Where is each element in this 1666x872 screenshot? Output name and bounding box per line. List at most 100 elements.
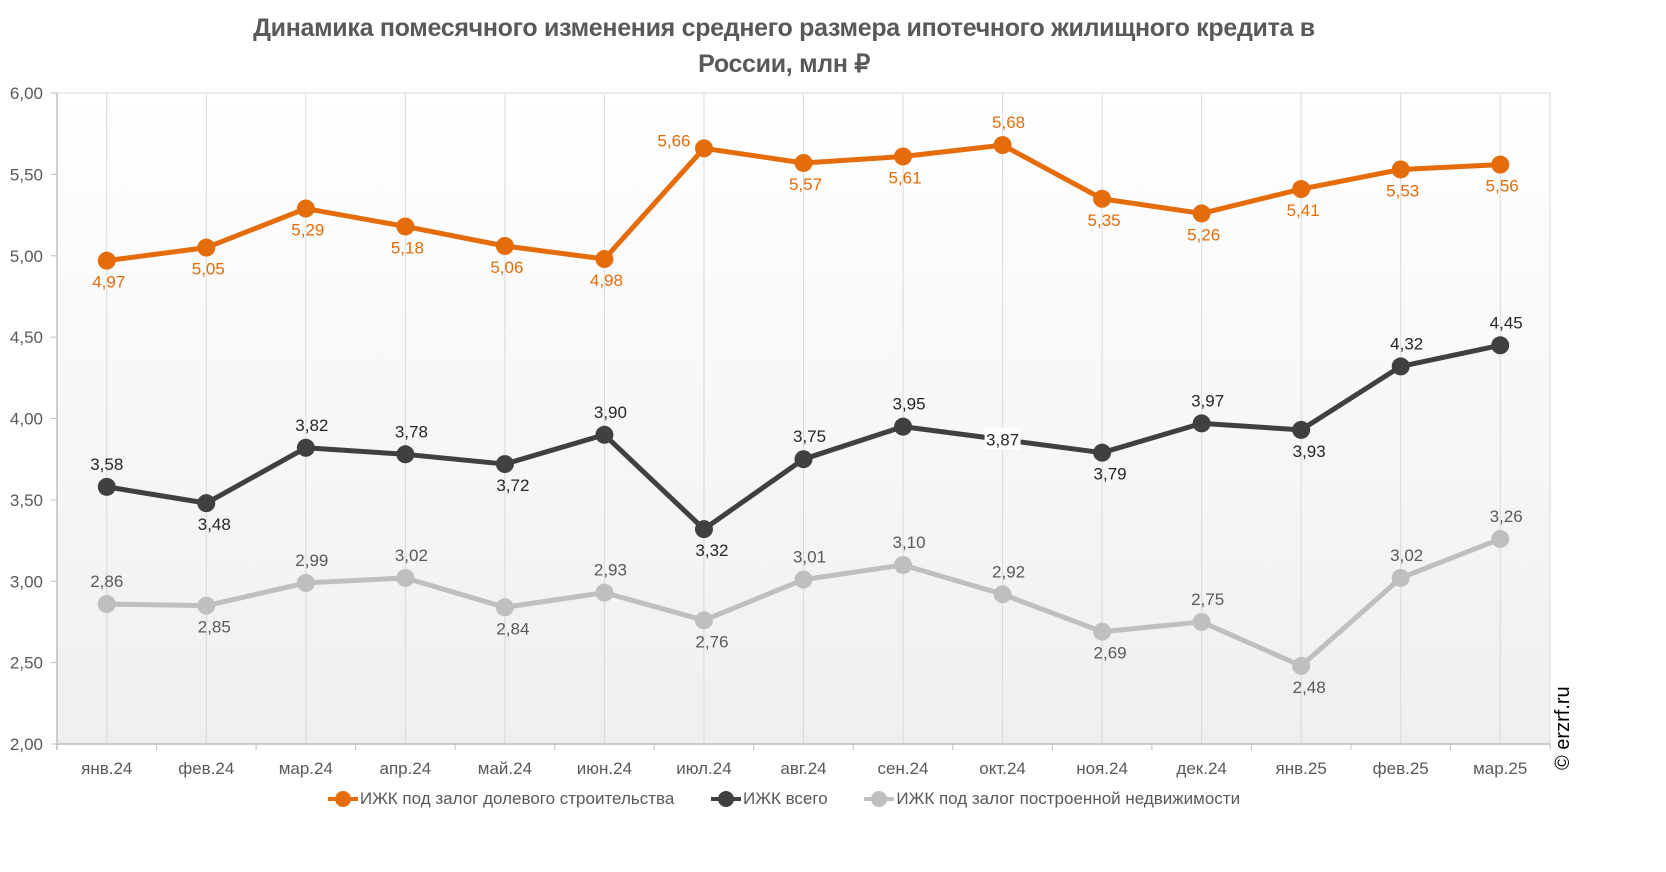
- data-point[interactable]: [495, 455, 514, 474]
- data-label: 3,82: [295, 416, 328, 435]
- x-tick-label: авг.24: [780, 759, 826, 778]
- data-point[interactable]: [595, 425, 614, 444]
- data-point[interactable]: [993, 585, 1012, 604]
- data-point[interactable]: [396, 445, 415, 464]
- data-point[interactable]: [197, 238, 216, 257]
- data-label: 4,97: [92, 273, 125, 292]
- data-point[interactable]: [694, 139, 713, 158]
- data-label: 5,68: [992, 113, 1025, 132]
- data-point[interactable]: [1292, 420, 1311, 439]
- data-point[interactable]: [993, 136, 1012, 155]
- data-label: 5,29: [291, 221, 324, 240]
- data-point[interactable]: [396, 217, 415, 236]
- legend-item-total[interactable]: ИЖК всего: [711, 789, 828, 809]
- data-point[interactable]: [794, 570, 813, 589]
- data-label: 3,75: [793, 427, 826, 446]
- data-label: 4,45: [1490, 313, 1523, 332]
- data-label: 3,90: [594, 403, 627, 422]
- data-point[interactable]: [396, 568, 415, 587]
- data-point[interactable]: [296, 573, 315, 592]
- data-label: 5,26: [1187, 225, 1220, 244]
- data-point[interactable]: [894, 417, 913, 436]
- data-point[interactable]: [97, 251, 116, 270]
- data-point[interactable]: [495, 598, 514, 617]
- x-tick-label: фев.24: [178, 759, 234, 778]
- data-point[interactable]: [1093, 443, 1112, 462]
- data-label: 5,66: [657, 131, 690, 150]
- data-label: 2,86: [90, 572, 123, 591]
- data-label: 5,57: [789, 175, 822, 194]
- data-labels: 4,97 5,05 5,29 5,18 5,06 4,98 5,66 5,57 5,61 5,68…: [90, 113, 1523, 697]
- data-point[interactable]: [1192, 204, 1211, 223]
- data-point[interactable]: [595, 250, 614, 269]
- data-label: 2,93: [594, 561, 627, 580]
- data-point[interactable]: [694, 611, 713, 630]
- data-label: 3,93: [1293, 442, 1326, 461]
- data-label: 3,97: [1191, 391, 1224, 410]
- data-point[interactable]: [1391, 568, 1410, 587]
- data-point[interactable]: [197, 494, 216, 513]
- data-point[interactable]: [794, 153, 813, 172]
- legend-marker-dark-icon: [711, 791, 742, 807]
- x-tick-label: мар.24: [279, 759, 333, 778]
- data-point[interactable]: [894, 555, 913, 574]
- data-point[interactable]: [1391, 160, 1410, 179]
- data-point[interactable]: [794, 450, 813, 469]
- legend-label: ИЖК всего: [743, 789, 828, 808]
- data-point[interactable]: [595, 583, 614, 602]
- x-tick-label: июл.24: [676, 759, 731, 778]
- data-point[interactable]: [1491, 529, 1510, 548]
- data-label: 5,56: [1486, 177, 1519, 196]
- data-point[interactable]: [1391, 357, 1410, 376]
- data-point[interactable]: [1192, 414, 1211, 433]
- x-tick-label: янв.24: [81, 759, 132, 778]
- data-point[interactable]: [694, 520, 713, 539]
- chart-title-line-2: России, млн ₽: [698, 50, 870, 78]
- data-label: 5,05: [192, 260, 225, 279]
- data-point[interactable]: [1292, 656, 1311, 675]
- data-point[interactable]: [1292, 180, 1311, 199]
- data-label: 2,48: [1293, 678, 1326, 697]
- data-label: 3,95: [892, 395, 925, 414]
- data-point[interactable]: [1491, 155, 1510, 174]
- x-tick-label: фев.25: [1373, 759, 1429, 778]
- data-point[interactable]: [296, 199, 315, 218]
- legend-item-built-property[interactable]: ИЖК под залог построенной недвижимости: [864, 789, 1240, 809]
- data-point[interactable]: [1192, 612, 1211, 631]
- data-point[interactable]: [97, 595, 116, 614]
- data-point[interactable]: [197, 596, 216, 615]
- y-tick-label: 3,00: [10, 572, 43, 591]
- data-point[interactable]: [1093, 622, 1112, 641]
- x-tick-label: май.24: [478, 759, 532, 778]
- legend-label: ИЖК под залог долевого строительства: [359, 789, 675, 808]
- data-label: 2,92: [992, 562, 1025, 581]
- x-tick-label: апр.24: [379, 759, 431, 778]
- data-label: 4,98: [590, 271, 623, 290]
- legend: ИЖК под залог долевого строительства ИЖК…: [0, 789, 1568, 812]
- data-point[interactable]: [894, 147, 913, 166]
- data-label: 2,76: [695, 632, 728, 651]
- data-label: 5,61: [888, 168, 921, 187]
- y-tick-label: 4,50: [10, 328, 43, 347]
- data-label: 3,01: [793, 548, 826, 567]
- data-point[interactable]: [495, 236, 514, 255]
- y-tick-label: 2,00: [10, 735, 43, 754]
- data-point[interactable]: [1491, 336, 1510, 355]
- data-label: 3,02: [395, 546, 428, 565]
- legend-item-shared-construction[interactable]: ИЖК под залог долевого строительства: [327, 789, 675, 809]
- data-label: 5,18: [391, 238, 424, 257]
- data-label: 3,32: [695, 541, 728, 560]
- y-tick-label: 5,50: [10, 165, 43, 184]
- data-point[interactable]: [1093, 189, 1112, 208]
- legend-label: ИЖК под залог построенной недвижимости: [896, 789, 1241, 808]
- data-label: 3,87: [986, 431, 1019, 450]
- legend-marker-gray-icon: [864, 791, 895, 807]
- series-group: [97, 136, 1510, 675]
- data-label: 5,06: [490, 258, 523, 277]
- y-tick-label: 4,00: [10, 410, 43, 429]
- data-point[interactable]: [296, 438, 315, 457]
- y-tick-label: 2,50: [10, 654, 43, 673]
- watermark: © erzrf.ru: [1552, 686, 1574, 770]
- data-point[interactable]: [97, 477, 116, 496]
